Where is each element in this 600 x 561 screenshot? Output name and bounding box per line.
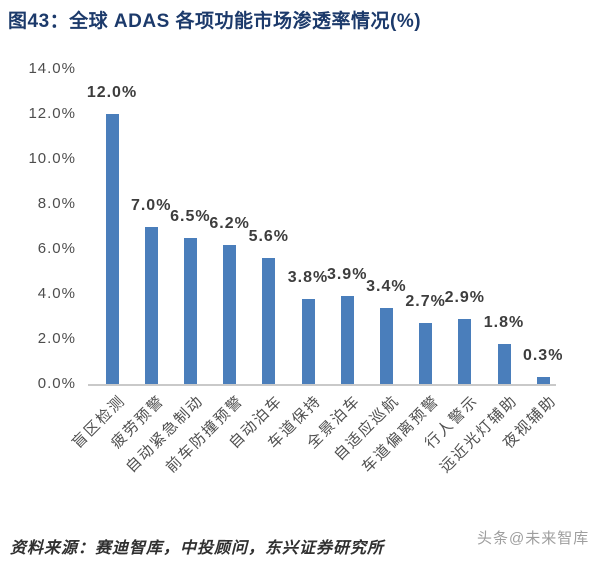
y-axis-tick-label: 4.0%: [37, 285, 76, 302]
bar-5: [262, 258, 276, 384]
y-axis-tick-label: 6.0%: [37, 240, 76, 257]
bar-9: [419, 323, 433, 384]
bar-value-label: 3.8%: [287, 268, 329, 286]
x-axis-line: [88, 384, 556, 386]
bar-12: [536, 377, 550, 384]
bar-3: [183, 237, 197, 384]
y-axis-tick-label: 14.0%: [28, 60, 76, 77]
bar-6: [301, 298, 315, 384]
bar-11: [497, 343, 511, 384]
y-axis-tick-label: 10.0%: [28, 150, 76, 167]
bar-7: [340, 296, 354, 384]
bar-value-label: 3.4%: [366, 277, 407, 295]
bar-2: [144, 226, 158, 384]
bar-value-label: 6.2%: [209, 214, 250, 232]
bar-1: [105, 114, 119, 384]
bar-value-label: 6.5%: [170, 207, 211, 225]
bar-value-label: 7.0%: [130, 196, 172, 214]
bar-value-label: 5.6%: [248, 228, 290, 245]
bar-value-label: 1.8%: [483, 313, 525, 331]
y-axis-tick-label: 2.0%: [37, 330, 76, 347]
bar-value-label: 0.3%: [522, 347, 564, 365]
bar-value-label: 2.9%: [444, 288, 486, 306]
y-axis-tick-label: 0.0%: [37, 375, 76, 392]
source-note: 资料来源：赛迪智库，中投顾问，东兴证券研究所: [10, 540, 385, 557]
watermark-text: 头条@未来智库: [477, 530, 590, 547]
chart-title: 图43：全球 ADAS 各项功能市场渗透率情况(%): [8, 11, 422, 32]
bar-8: [379, 307, 393, 384]
bar-value-label: 2.7%: [405, 293, 446, 311]
y-axis-tick-label: 12.0%: [28, 105, 76, 122]
bar-value-label: 12.0%: [86, 84, 138, 101]
bar-4: [223, 244, 237, 384]
bar-10: [458, 318, 472, 384]
bar-value-label: 3.9%: [326, 266, 368, 284]
y-axis-tick-label: 8.0%: [37, 195, 76, 212]
